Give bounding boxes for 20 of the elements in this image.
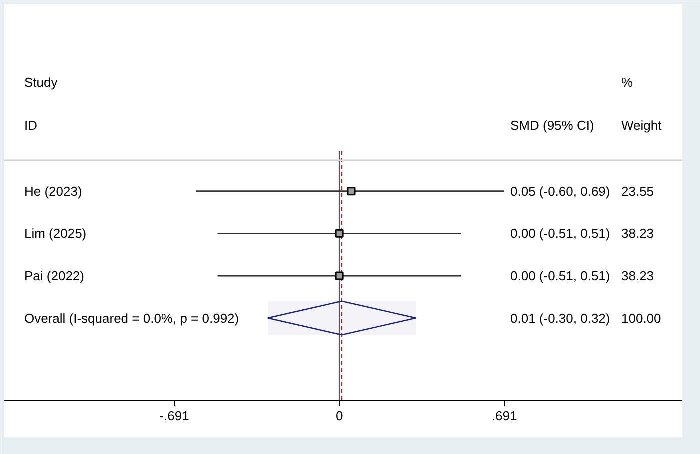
text: 0.00 (-0.51, 0.51) bbox=[510, 268, 610, 284]
text: SMD (95% CI) bbox=[510, 118, 594, 133]
annotation: 38.23 bbox=[622, 226, 654, 242]
annotation: 38.23 bbox=[622, 268, 654, 284]
annotation: 23.55 bbox=[622, 184, 654, 199]
x-tick-label: 0 bbox=[336, 408, 344, 424]
text: % bbox=[622, 74, 634, 90]
x-tick-label: -.691 bbox=[160, 408, 190, 424]
y-tick-label: He (2023) bbox=[24, 184, 82, 199]
x-tick-label: .691 bbox=[492, 408, 518, 424]
y-tick-label: Lim (2025) bbox=[24, 226, 87, 242]
text: Weight bbox=[622, 118, 662, 133]
annotation: 100.00 bbox=[622, 310, 662, 326]
y-tick-label: Overall (I-squared = 0.0%, p = 0.992) bbox=[24, 310, 240, 326]
text: 0.01 (-0.30, 0.32) bbox=[510, 310, 610, 326]
text: 0.00 (-0.51, 0.51) bbox=[510, 226, 610, 242]
text: 0.05 (-0.60, 0.69) bbox=[510, 184, 610, 199]
text: ID bbox=[24, 118, 38, 133]
y-tick-label: Pai (2022) bbox=[24, 268, 84, 284]
text: Study bbox=[24, 74, 58, 90]
